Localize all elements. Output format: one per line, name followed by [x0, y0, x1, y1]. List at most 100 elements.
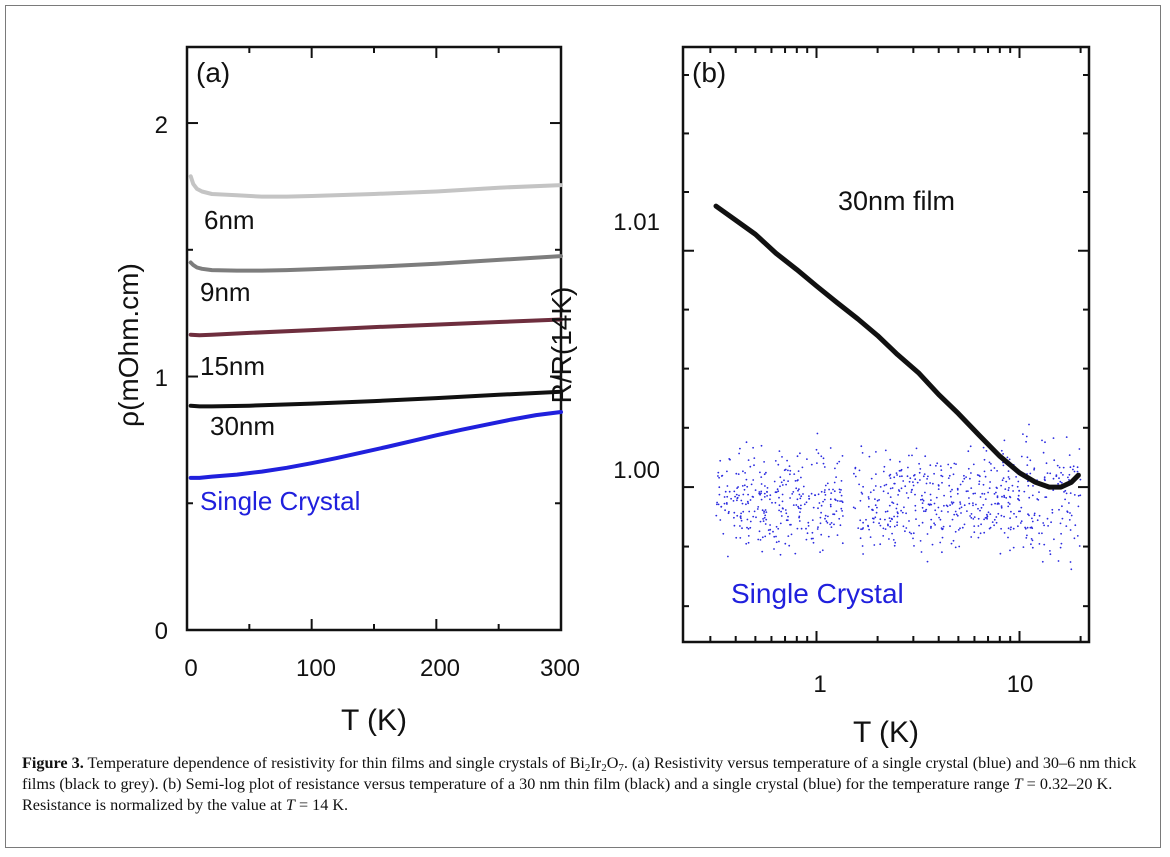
b-single-crystal-point: [861, 452, 864, 454]
b-single-crystal-point: [749, 465, 752, 468]
b-single-crystal-point: [1028, 423, 1030, 426]
b-single-crystal-point: [1000, 514, 1003, 517]
b-single-crystal-point: [908, 531, 911, 534]
b-single-crystal-point: [977, 536, 980, 539]
b-single-crystal-point: [825, 520, 828, 523]
b-single-crystal-point: [882, 527, 885, 530]
b-single-crystal-point: [927, 503, 930, 506]
b-single-crystal-point: [939, 465, 942, 467]
b-single-crystal-point: [802, 485, 805, 488]
b-single-crystal-point: [816, 462, 818, 464]
b-single-crystal-point: [972, 492, 975, 495]
b-single-crystal-point: [883, 484, 886, 487]
b-single-crystal-point: [879, 524, 882, 527]
b-single-crystal-point: [800, 495, 803, 498]
b-single-crystal-point: [800, 476, 802, 479]
panel-b-axes-frame: [681, 45, 1091, 644]
b-single-crystal-point: [987, 491, 989, 494]
b-single-crystal-point: [947, 463, 950, 466]
b-single-crystal-point: [808, 495, 810, 497]
b-single-crystal-point: [1010, 510, 1012, 513]
b-single-crystal-point: [788, 465, 791, 467]
b-single-crystal-point: [1025, 440, 1027, 443]
b-single-crystal-point: [730, 497, 732, 500]
b-single-crystal-point: [792, 504, 795, 506]
b-single-crystal-point: [1068, 519, 1071, 521]
b-single-crystal-point: [720, 505, 723, 508]
b-single-crystal-point: [758, 491, 761, 493]
b-single-crystal-point: [787, 480, 789, 482]
a-series-line-4: [188, 410, 563, 480]
b-single-crystal-point: [805, 527, 807, 530]
b-single-crystal-point: [969, 445, 972, 448]
b-single-crystal-point: [920, 498, 922, 501]
b-single-crystal-point: [874, 516, 877, 519]
b-single-crystal-point: [1033, 514, 1036, 517]
b-single-crystal-point: [861, 545, 864, 547]
b-single-crystal-point: [993, 524, 995, 527]
b-single-crystal-point: [774, 501, 777, 504]
b-single-crystal-point: [1060, 542, 1063, 545]
b-single-crystal-point: [1028, 496, 1031, 499]
b-single-crystal-point: [1078, 545, 1081, 547]
caption-text-5: = 0.32–20 K. Resistance is normalized by…: [22, 775, 1113, 814]
b-single-crystal-point: [1052, 477, 1055, 480]
b-single-crystal-point: [838, 517, 841, 520]
b-single-crystal-point: [896, 521, 899, 524]
b-single-crystal-point: [752, 515, 755, 518]
b-single-crystal-point: [969, 477, 971, 480]
b-single-crystal-point: [789, 497, 791, 499]
b-single-crystal-point: [750, 483, 753, 486]
b-single-crystal-point: [817, 493, 820, 496]
b-single-crystal-point: [900, 509, 902, 512]
b-single-crystal-point: [771, 501, 773, 504]
b-single-crystal-point: [726, 485, 729, 487]
b-single-crystal-point: [1072, 465, 1075, 468]
b-single-crystal-point: [1023, 490, 1026, 493]
b-single-crystal-point: [953, 513, 956, 516]
label-9nm: 9nm: [200, 277, 251, 307]
b-single-crystal-point: [734, 495, 736, 498]
b-single-crystal-point: [983, 518, 985, 521]
b-single-crystal-point: [891, 501, 893, 504]
b-single-crystal-point: [840, 507, 843, 510]
b-single-crystal-point: [862, 527, 864, 529]
b-single-crystal-point: [739, 537, 742, 539]
b-single-crystal-point: [758, 530, 761, 533]
b-single-crystal-point: [1030, 538, 1033, 540]
b-single-crystal-point: [786, 519, 789, 522]
b-single-crystal-point: [811, 519, 814, 521]
b-single-crystal-point: [869, 536, 872, 538]
b-single-crystal-point: [775, 541, 778, 544]
b-single-crystal-point: [1069, 492, 1072, 494]
b-single-crystal-point: [812, 541, 815, 544]
b-single-crystal-point: [1049, 472, 1052, 475]
b-single-crystal-point: [919, 468, 922, 470]
b-single-crystal-point: [907, 466, 909, 469]
b-single-crystal-point: [718, 493, 721, 496]
b-single-crystal-point: [761, 536, 764, 539]
b-single-crystal-point: [882, 535, 885, 537]
b-single-crystal-point: [830, 522, 833, 524]
b-single-crystal-point: [719, 519, 722, 521]
b-single-crystal-point: [761, 509, 764, 512]
b-single-crystal-point: [833, 513, 836, 516]
b-single-crystal-point: [1033, 467, 1036, 470]
b-single-crystal-point: [726, 503, 728, 505]
b-single-crystal-point: [1018, 489, 1021, 492]
b-single-crystal-point: [733, 516, 735, 519]
b-single-crystal-point: [816, 528, 819, 530]
b-single-crystal-point: [1002, 477, 1005, 479]
b-single-crystal-point: [894, 541, 897, 544]
b-single-crystal-point: [889, 458, 892, 461]
b-single-crystal-point: [781, 484, 784, 486]
b-single-crystal-point: [958, 545, 961, 548]
b-single-crystal-point: [908, 454, 910, 457]
b-single-crystal-point: [797, 470, 800, 472]
b-single-crystal-point: [898, 490, 901, 492]
b-single-crystal-point: [1069, 529, 1072, 531]
b-single-crystal-point: [876, 506, 878, 509]
b-single-crystal-point: [951, 502, 954, 505]
b-single-crystal-point: [1073, 470, 1076, 473]
b-single-crystal-point: [1000, 506, 1003, 509]
